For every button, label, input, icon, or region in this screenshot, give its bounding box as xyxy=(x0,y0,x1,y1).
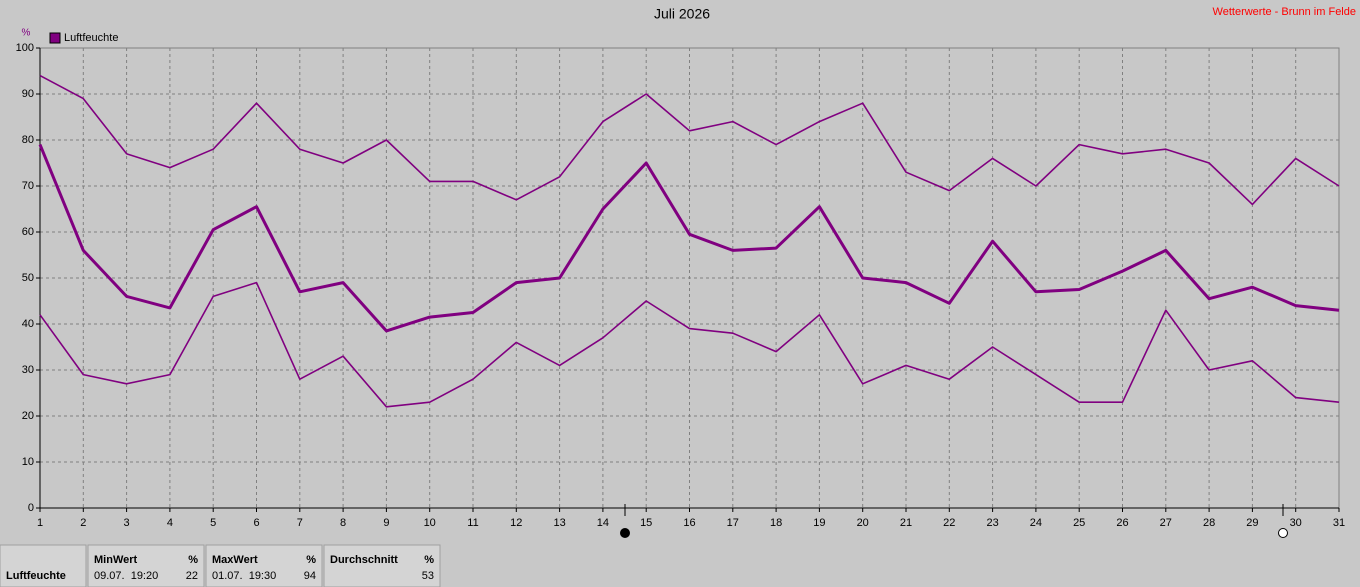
x-tick-label: 6 xyxy=(253,517,259,529)
x-tick-label: 24 xyxy=(1030,517,1042,529)
stats-header: Durchschnitt xyxy=(330,554,398,566)
stats-header: MinWert xyxy=(94,554,138,566)
stats-cell xyxy=(205,544,323,587)
x-tick-label: 29 xyxy=(1246,517,1258,529)
stats-unit: % xyxy=(188,554,198,566)
stats-label: Luftfeuchte xyxy=(6,570,66,582)
x-tick-label: 10 xyxy=(424,517,436,529)
y-tick-label: 100 xyxy=(16,42,34,54)
x-tick-label: 13 xyxy=(553,517,565,529)
y-tick-label: 10 xyxy=(22,456,34,468)
x-tick-label: 21 xyxy=(900,517,912,529)
source-label: Wetterwerte - Brunn im Felde xyxy=(1213,6,1356,18)
x-tick-label: 2 xyxy=(80,517,86,529)
x-tick-label: 9 xyxy=(383,517,389,529)
y-tick-label: 30 xyxy=(22,364,34,376)
x-tick-label: 3 xyxy=(124,517,130,529)
x-tick-label: 19 xyxy=(813,517,825,529)
stats-time: 09.07. 19:20 xyxy=(94,570,158,582)
stats-cell xyxy=(323,544,441,587)
chart-title: Juli 2026 xyxy=(654,6,710,22)
stats-table: Luftfeuchte MinWert % 09.07. 19:20 22 Ma… xyxy=(0,544,441,587)
y-tick-label: 0 xyxy=(28,502,34,514)
y-tick-label: 70 xyxy=(22,180,34,192)
data-line xyxy=(39,74,1340,206)
x-tick-label: 11 xyxy=(467,517,478,529)
x-tick-label: 20 xyxy=(857,517,869,529)
y-tick-label: 60 xyxy=(22,226,34,238)
x-tick-label: 23 xyxy=(986,517,998,529)
data-line xyxy=(38,144,1340,333)
x-tick-label: 4 xyxy=(167,517,173,529)
x-tick-label: 12 xyxy=(510,517,522,529)
stats-time: 01.07. 19:30 xyxy=(212,570,276,582)
x-tick-label: 17 xyxy=(727,517,739,529)
stats-value: 94 xyxy=(304,570,316,582)
stats-header: MaxWert xyxy=(212,554,258,566)
x-tick-label: 18 xyxy=(770,517,782,529)
x-tick-label: 28 xyxy=(1203,517,1215,529)
new-moon-icon xyxy=(1278,528,1288,538)
legend-label: Luftfeuchte xyxy=(64,32,118,44)
full-moon-icon xyxy=(620,528,630,538)
x-tick-label: 7 xyxy=(297,517,303,529)
x-tick-label: 15 xyxy=(640,517,652,529)
x-tick-label: 30 xyxy=(1290,517,1302,529)
stats-value: 22 xyxy=(186,570,198,582)
stats-cell xyxy=(87,544,205,587)
x-tick-label: 14 xyxy=(597,517,609,529)
x-tick-label: 25 xyxy=(1073,517,1085,529)
x-tick-label: 22 xyxy=(943,517,955,529)
y-tick-label: 20 xyxy=(22,410,34,422)
y-tick-label: 80 xyxy=(22,134,34,146)
y-tick-label: 50 xyxy=(22,272,34,284)
y-tick-label: 90 xyxy=(22,88,34,100)
x-tick-label: 31 xyxy=(1333,517,1345,529)
stats-cell xyxy=(0,544,87,587)
x-tick-label: 8 xyxy=(340,517,346,529)
x-tick-label: 26 xyxy=(1116,517,1128,529)
data-line xyxy=(39,281,1340,408)
x-tick-label: 16 xyxy=(683,517,695,529)
x-tick-label: 5 xyxy=(210,517,216,529)
stats-unit: % xyxy=(306,554,316,566)
stats-unit: % xyxy=(424,554,434,566)
x-tick-label: 1 xyxy=(37,517,43,529)
legend-swatch xyxy=(49,32,61,44)
y-tick-label: 40 xyxy=(22,318,34,330)
y-unit: % xyxy=(22,28,31,39)
stats-value: 53 xyxy=(422,570,434,582)
x-tick-label: 27 xyxy=(1160,517,1172,529)
